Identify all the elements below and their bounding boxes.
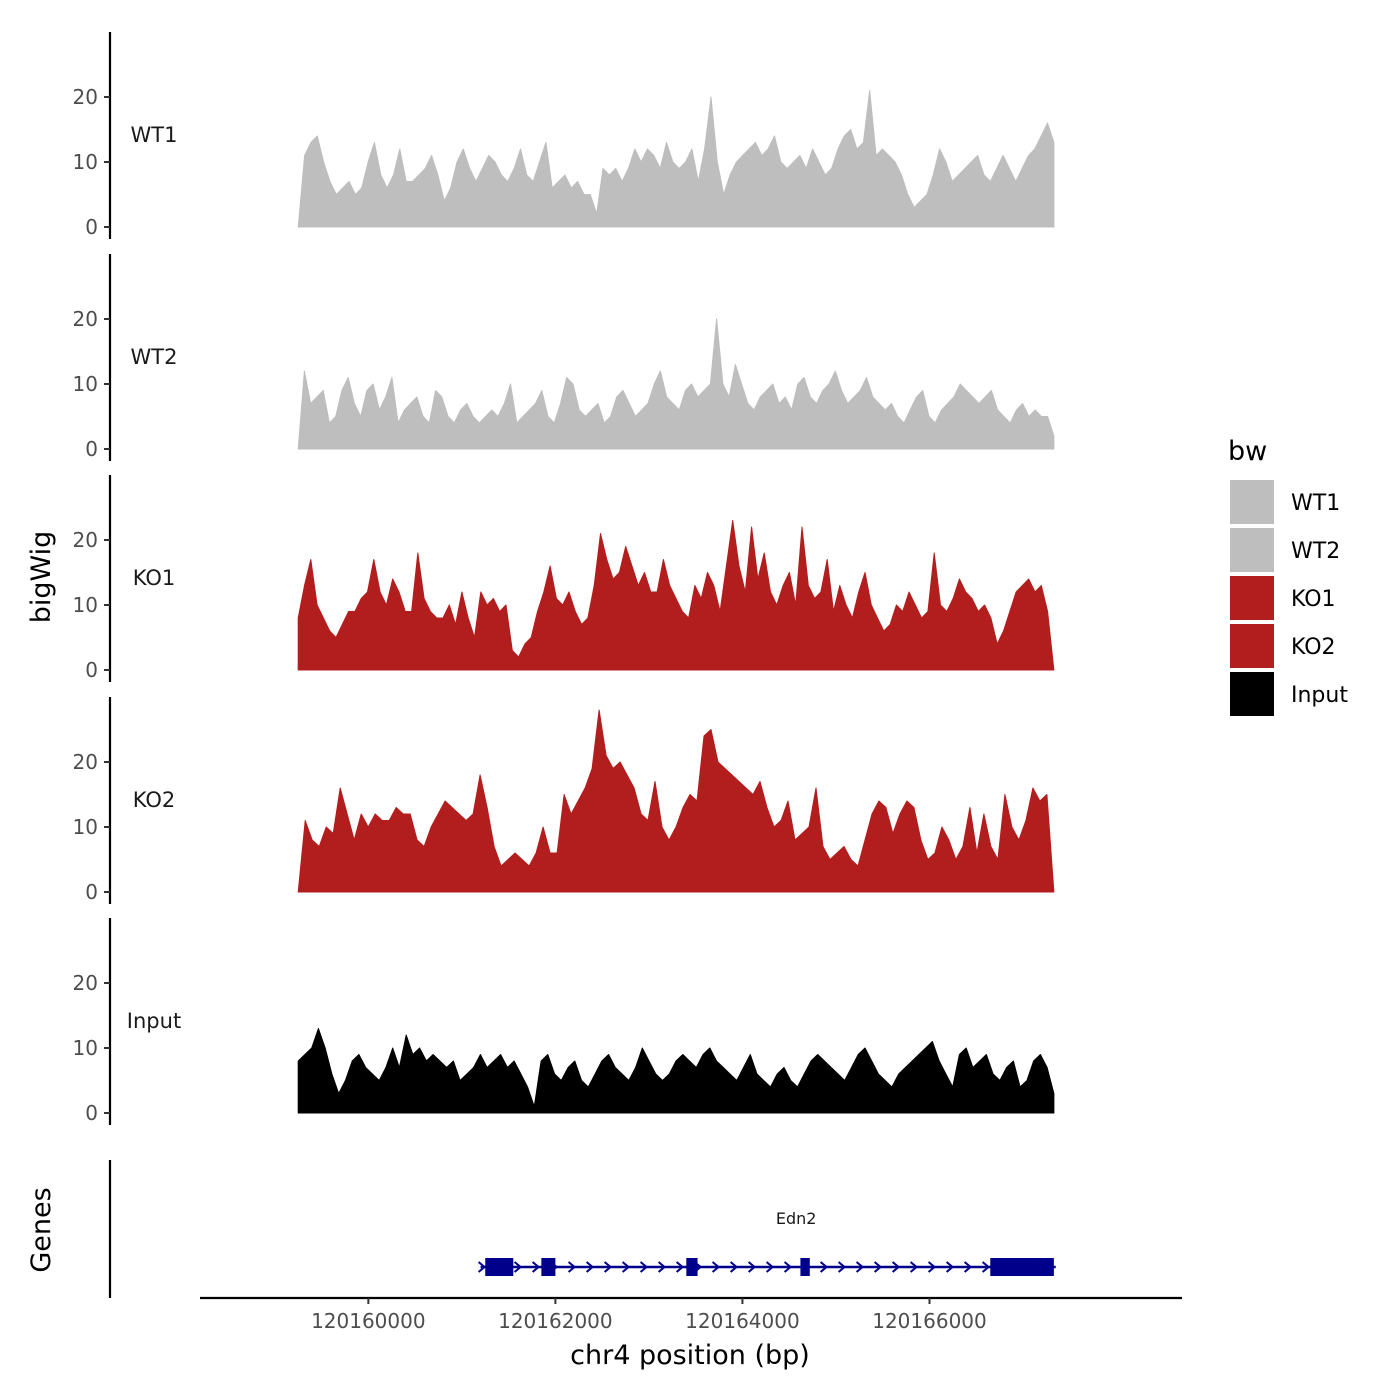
strand-arrow-icon xyxy=(477,1261,487,1273)
gene-exon xyxy=(541,1258,556,1276)
strand-arrow-icon xyxy=(675,1261,685,1273)
y-tick-label: 0 xyxy=(85,1101,98,1125)
legend-swatch-ko1 xyxy=(1230,576,1274,620)
signal-area-wt2 xyxy=(297,318,1055,450)
legend-title: bw xyxy=(1228,436,1267,467)
strand-arrow-icon xyxy=(531,1261,541,1273)
legend-label-input: Input xyxy=(1291,683,1348,708)
gene-exon xyxy=(686,1258,698,1276)
strand-arrow-icon xyxy=(855,1261,865,1273)
signal-area-wt1 xyxy=(297,90,1055,228)
y-tick-label: 20 xyxy=(73,971,98,995)
y-tick-label: 10 xyxy=(73,1036,98,1060)
x-tick-label: 120166000 xyxy=(872,1309,987,1333)
strand-arrow-icon xyxy=(567,1261,577,1273)
legend-swatch-input xyxy=(1230,672,1274,716)
legend-label-wt2: WT2 xyxy=(1291,539,1340,564)
x-tick-label: 120164000 xyxy=(685,1309,800,1333)
strand-arrow-icon xyxy=(783,1261,793,1273)
strand-arrow-icon xyxy=(963,1261,973,1273)
strand-arrow-icon xyxy=(513,1261,523,1273)
genes-axis-title: Genes xyxy=(26,1187,57,1272)
y-axis-title: bigWig xyxy=(26,531,57,624)
strand-arrow-icon xyxy=(603,1261,613,1273)
strand-arrow-icon xyxy=(927,1261,937,1273)
strand-arrow-icon xyxy=(891,1261,901,1273)
strand-arrow-icon xyxy=(909,1261,919,1273)
strand-arrow-icon xyxy=(639,1261,649,1273)
y-tick-label: 10 xyxy=(73,593,98,617)
strand-arrow-icon xyxy=(981,1261,991,1273)
y-tick-label: 0 xyxy=(85,658,98,682)
legend-swatch-wt1 xyxy=(1230,480,1274,524)
track-name-label: KO2 xyxy=(133,788,176,812)
track-ko2: 0 10 20 KO2 xyxy=(73,697,1055,904)
strand-arrow-icon xyxy=(657,1261,667,1273)
y-tick-label: 10 xyxy=(73,815,98,839)
track-input: 0 10 20 Input xyxy=(73,918,1055,1125)
signal-area-ko2 xyxy=(297,709,1055,893)
strand-arrow-icon xyxy=(837,1261,847,1273)
legend-swatch-wt2 xyxy=(1230,528,1274,572)
signal-area-ko1 xyxy=(297,520,1055,671)
gene-exon xyxy=(485,1258,514,1276)
strand-arrow-icon xyxy=(711,1261,721,1273)
track-ko1: 0 10 20 KO1 xyxy=(73,475,1055,682)
legend-swatch-ko2 xyxy=(1230,624,1274,668)
strand-arrow-icon xyxy=(585,1261,595,1273)
x-tick-label: 120160000 xyxy=(311,1309,426,1333)
track-wt1: 0 10 20 WT1 xyxy=(73,32,1055,239)
y-tick-label: 0 xyxy=(85,880,98,904)
track-wt2: 0 10 20 WT2 xyxy=(73,254,1055,461)
gene-exon xyxy=(800,1258,810,1276)
legend-label-ko1: KO1 xyxy=(1291,587,1336,612)
x-tick-label: 120162000 xyxy=(498,1309,613,1333)
strand-arrow-icon xyxy=(819,1261,829,1273)
track-name-label: Input xyxy=(127,1009,181,1033)
y-tick-label: 20 xyxy=(73,307,98,331)
strand-arrow-icon xyxy=(729,1261,739,1273)
y-tick-label: 10 xyxy=(73,372,98,396)
signal-area-input xyxy=(297,1028,1055,1114)
strand-arrow-icon xyxy=(945,1261,955,1273)
gene-exon xyxy=(990,1258,1054,1276)
y-tick-label: 0 xyxy=(85,215,98,239)
y-tick-label: 20 xyxy=(73,750,98,774)
track-name-label: WT1 xyxy=(131,123,178,147)
legend-label-wt1: WT1 xyxy=(1291,491,1340,516)
y-tick-label: 20 xyxy=(73,528,98,552)
strand-arrow-icon xyxy=(873,1261,883,1273)
strand-arrow-icon xyxy=(621,1261,631,1273)
strand-arrow-icon xyxy=(747,1261,757,1273)
strand-arrow-icon xyxy=(765,1261,775,1273)
y-tick-label: 0 xyxy=(85,437,98,461)
x-axis-title: chr4 position (bp) xyxy=(570,1340,810,1371)
y-tick-label: 20 xyxy=(73,85,98,109)
legend-label-ko2: KO2 xyxy=(1291,635,1336,660)
y-tick-label: 10 xyxy=(73,150,98,174)
gene-name-label: Edn2 xyxy=(776,1209,817,1228)
track-name-label: WT2 xyxy=(131,345,178,369)
track-name-label: KO1 xyxy=(133,566,176,590)
